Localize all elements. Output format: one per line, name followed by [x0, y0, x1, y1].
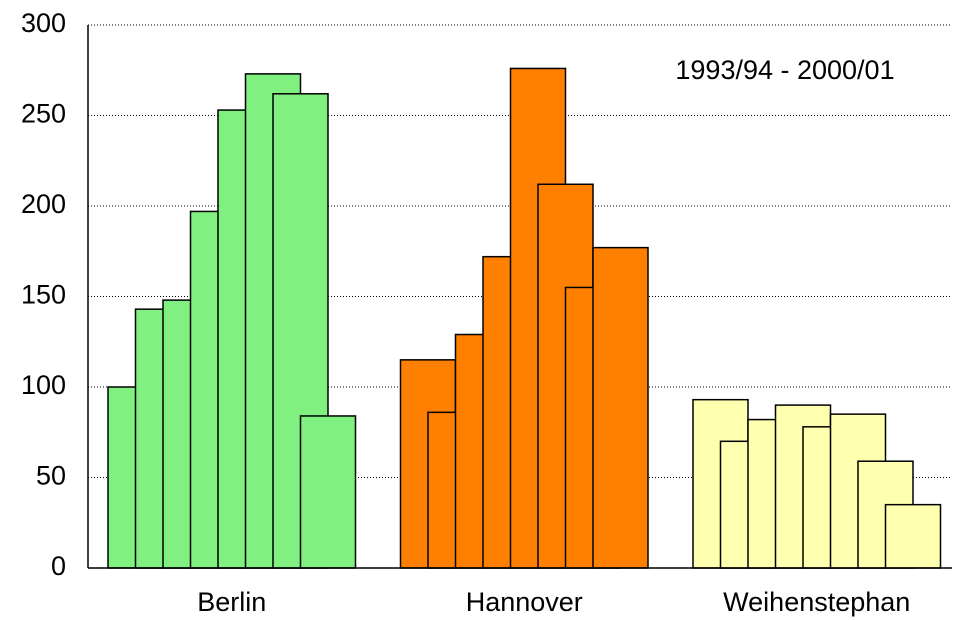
- y-tick-label: 300: [21, 8, 66, 38]
- annotation: 1993/94 - 2000/01: [675, 55, 894, 85]
- bar: [299, 415, 357, 569]
- y-tick-label: 100: [21, 370, 66, 400]
- y-tick-label: 50: [36, 461, 66, 491]
- y-tick-label: 150: [21, 280, 66, 310]
- y-tick-label: 250: [21, 99, 66, 129]
- bar: [592, 246, 649, 569]
- x-tick-label: Weihenstephan: [723, 587, 910, 617]
- y-tick-label: 200: [21, 189, 66, 219]
- x-tick-label: Hannover: [466, 587, 583, 617]
- bar: [884, 503, 942, 569]
- x-tick-label: Berlin: [197, 587, 266, 617]
- y-tick-label: 0: [51, 551, 66, 581]
